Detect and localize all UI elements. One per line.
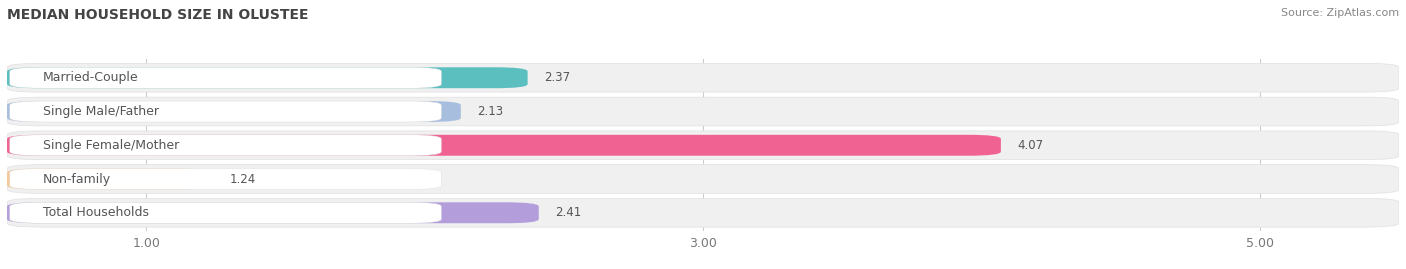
FancyBboxPatch shape	[10, 67, 441, 88]
FancyBboxPatch shape	[7, 165, 1399, 193]
Text: 2.13: 2.13	[478, 105, 503, 118]
Text: 4.07: 4.07	[1018, 139, 1043, 152]
Text: 2.41: 2.41	[555, 206, 582, 219]
FancyBboxPatch shape	[10, 101, 441, 122]
FancyBboxPatch shape	[7, 131, 1399, 160]
Text: Total Households: Total Households	[44, 206, 149, 219]
FancyBboxPatch shape	[7, 63, 1399, 92]
FancyBboxPatch shape	[7, 97, 1399, 126]
FancyBboxPatch shape	[10, 169, 441, 189]
Text: Source: ZipAtlas.com: Source: ZipAtlas.com	[1281, 8, 1399, 18]
FancyBboxPatch shape	[7, 202, 538, 223]
Text: Non-family: Non-family	[44, 172, 111, 186]
Text: 1.24: 1.24	[229, 172, 256, 186]
Text: MEDIAN HOUSEHOLD SIZE IN OLUSTEE: MEDIAN HOUSEHOLD SIZE IN OLUSTEE	[7, 8, 308, 22]
FancyBboxPatch shape	[10, 135, 441, 156]
FancyBboxPatch shape	[10, 202, 441, 223]
Text: Single Male/Father: Single Male/Father	[44, 105, 159, 118]
Text: Married-Couple: Married-Couple	[44, 71, 139, 84]
FancyBboxPatch shape	[7, 169, 214, 189]
Text: 2.37: 2.37	[544, 71, 571, 84]
FancyBboxPatch shape	[7, 101, 461, 122]
FancyBboxPatch shape	[7, 135, 1001, 156]
Text: Single Female/Mother: Single Female/Mother	[44, 139, 180, 152]
FancyBboxPatch shape	[7, 67, 527, 88]
FancyBboxPatch shape	[7, 199, 1399, 227]
